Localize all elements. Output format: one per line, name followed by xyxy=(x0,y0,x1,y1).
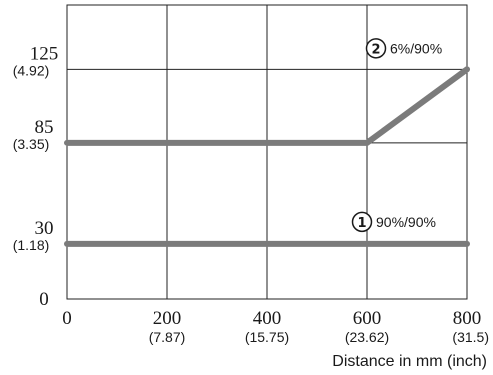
series-marker-circle xyxy=(365,38,387,59)
x-tick-label: 400 xyxy=(253,308,282,329)
x-tick-sublabel: (7.87) xyxy=(149,329,186,345)
series-marker-number: 2 xyxy=(371,42,380,57)
series-name-label: 90%/90% xyxy=(376,214,436,230)
x-tick-label: 600 xyxy=(353,308,382,329)
y-tick-sublabel: (1.18) xyxy=(13,237,50,253)
y-tick-label: 85 xyxy=(35,117,54,138)
x-tick-label: 200 xyxy=(153,308,182,329)
series-marker-number: 1 xyxy=(357,216,366,231)
x-tick-sublabel: (15.75) xyxy=(245,329,289,345)
y-tick-sublabel: (4.92) xyxy=(13,62,50,78)
series-line-2 xyxy=(64,66,470,146)
x-tick-sublabel: (23.62) xyxy=(345,329,389,345)
y-tick-sublabel: (3.35) xyxy=(13,136,50,152)
x-axis-label: Distance in mm (inch) xyxy=(332,353,487,370)
series-name-label: 6%/90% xyxy=(390,40,442,56)
x-tick-label: 800 xyxy=(453,308,482,329)
y-tick-label: 125 xyxy=(30,43,59,64)
x-tick-label: 0 xyxy=(62,308,72,329)
y-tick-label: 0 xyxy=(39,289,49,310)
y-tick-label: 30 xyxy=(35,218,54,239)
series-marker-circle xyxy=(351,211,373,233)
x-tick-sublabel: (31.5) xyxy=(452,329,489,345)
